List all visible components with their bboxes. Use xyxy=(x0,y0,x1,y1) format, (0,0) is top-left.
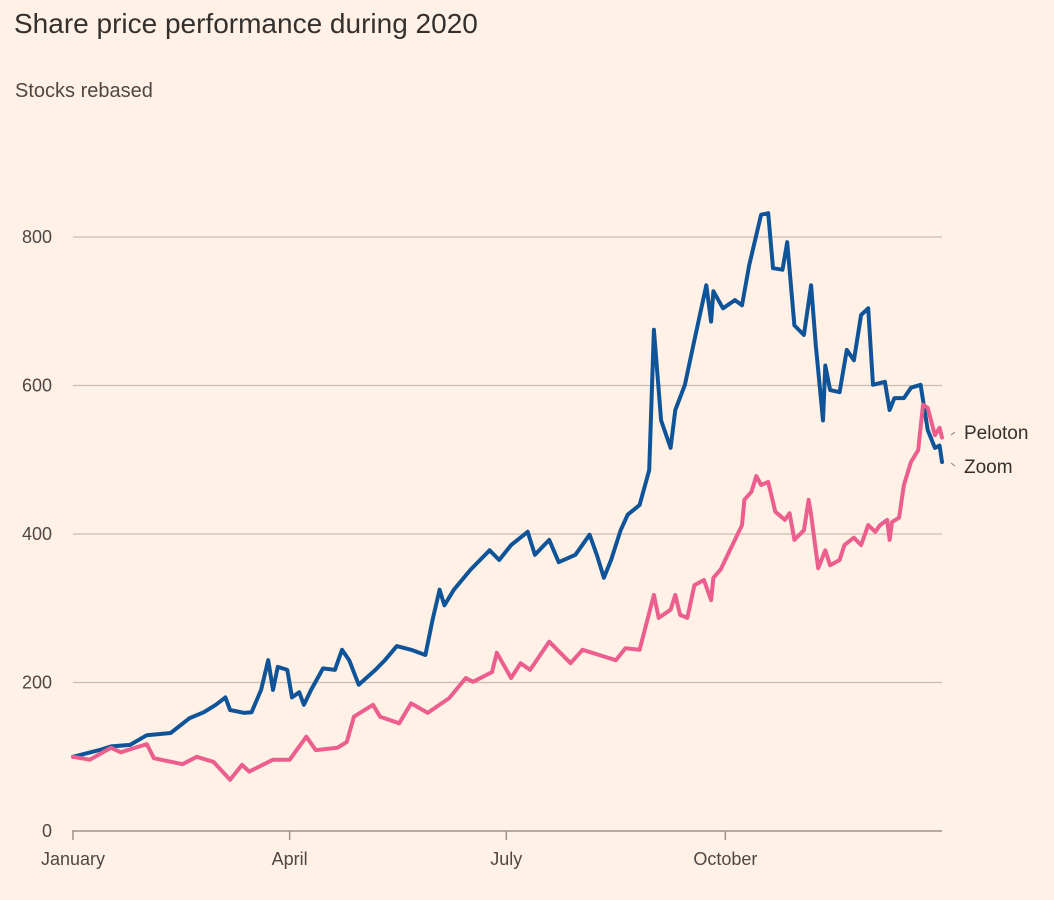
x-tick-label: October xyxy=(693,849,757,869)
series-line-zoom xyxy=(71,211,944,759)
chart-subtitle: Stocks rebased xyxy=(15,80,153,102)
chart-title: Share price performance during 2020 xyxy=(14,8,478,39)
series-label-zoom: Zoom xyxy=(964,457,1013,478)
y-tick-label: 200 xyxy=(22,673,52,693)
label-leader-line xyxy=(950,462,956,467)
series-line-peloton xyxy=(71,402,944,782)
y-tick-label: 400 xyxy=(22,524,52,544)
label-leader-line xyxy=(950,431,956,436)
y-tick-label: 800 xyxy=(22,227,52,247)
y-tick-label: 0 xyxy=(42,821,52,841)
y-tick-label: 600 xyxy=(22,376,52,396)
x-tick-label: January xyxy=(41,849,105,869)
series-label-peloton: Peloton xyxy=(964,423,1028,444)
x-tick-label: April xyxy=(272,849,308,869)
x-tick-label: July xyxy=(490,849,522,869)
